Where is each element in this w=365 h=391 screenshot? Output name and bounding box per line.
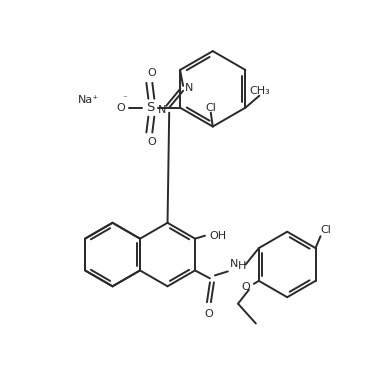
Text: Cl: Cl [320,225,331,235]
Text: N: N [185,83,193,93]
Text: O: O [147,68,156,78]
Text: Cl: Cl [205,103,216,113]
Text: O: O [116,103,125,113]
Text: S: S [146,101,154,114]
Text: ⁻: ⁻ [122,94,127,103]
Text: OH: OH [209,231,226,241]
Text: Na⁺: Na⁺ [78,95,99,105]
Text: O: O [204,309,213,319]
Text: N: N [158,105,166,115]
Text: O: O [242,282,250,292]
Text: CH₃: CH₃ [249,86,270,96]
Text: H: H [238,262,246,271]
Text: N: N [230,260,238,269]
Text: O: O [147,137,156,147]
